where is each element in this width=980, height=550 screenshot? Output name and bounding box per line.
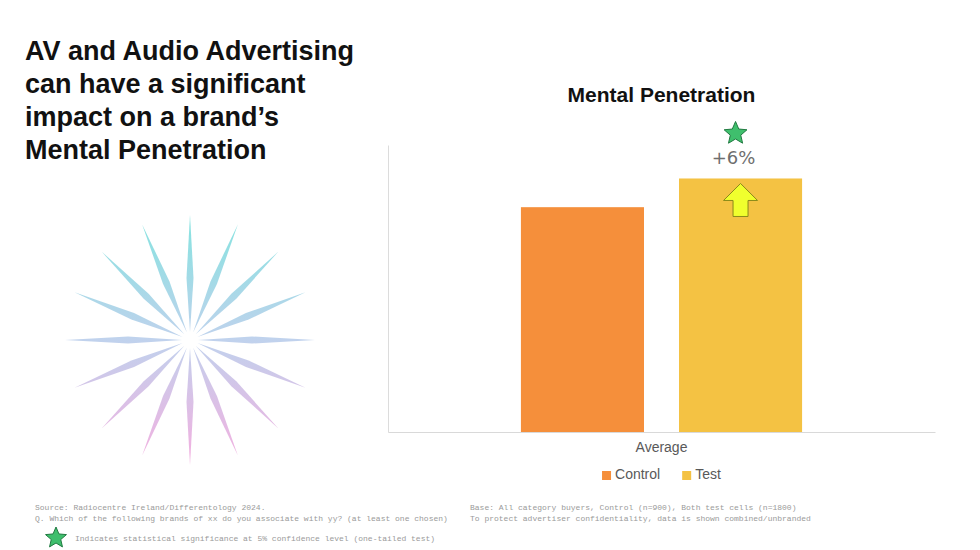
y-axis-line [388, 146, 389, 433]
headline-line: impact on a brand’s [25, 102, 279, 132]
x-axis: Average [389, 432, 936, 455]
headline-line: can have a significant [25, 69, 306, 99]
starburst [65, 215, 315, 465]
footnote: Indicates statistical significance at 5%… [75, 534, 435, 543]
legend: Control Test [602, 466, 721, 482]
headline-line: AV and Audio Advertising [25, 36, 354, 66]
footnote: Base: All category buyers, Control (n=90… [470, 503, 796, 512]
footnote: Source: Radiocentre Ireland/Differentolo… [35, 503, 265, 512]
headline-line: Mental Penetration [25, 135, 267, 165]
starburst-spoke [187, 348, 194, 465]
footnote: To protect advertiser confidentiality, d… [470, 514, 811, 523]
up-arrow [724, 183, 758, 216]
y-axis [388, 146, 389, 433]
footnote: Q. Which of the following brands of xx d… [35, 514, 448, 523]
legend-label: Test [695, 466, 721, 482]
bar [679, 178, 802, 432]
starburst-spoke [75, 343, 183, 388]
starburst-spoke [197, 292, 305, 337]
legend-label: Control [615, 466, 660, 482]
footnote-star [46, 527, 67, 547]
legend-swatch [602, 471, 611, 480]
starburst-spoke [193, 347, 238, 455]
x-axis-line [389, 432, 936, 433]
legend-swatch [682, 471, 691, 480]
legend-item: Control [602, 466, 660, 482]
chart-root: AV and Audio Advertisingcan have a signi… [0, 0, 980, 550]
chart-title: Mental Penetration [568, 83, 756, 106]
starburst-spoke [65, 337, 182, 344]
annotation: +6% [712, 147, 756, 168]
starburst-spoke [198, 337, 315, 344]
bars [521, 178, 802, 432]
headline: AV and Audio Advertisingcan have a signi… [25, 36, 354, 165]
starburst-spoke [142, 225, 187, 333]
significance-star [724, 121, 747, 143]
x-tick-label: Average [636, 439, 688, 455]
starburst-spoke [187, 215, 194, 332]
x-tick: Average [636, 432, 688, 455]
legend-item: Test [682, 466, 721, 482]
bar [521, 207, 644, 432]
